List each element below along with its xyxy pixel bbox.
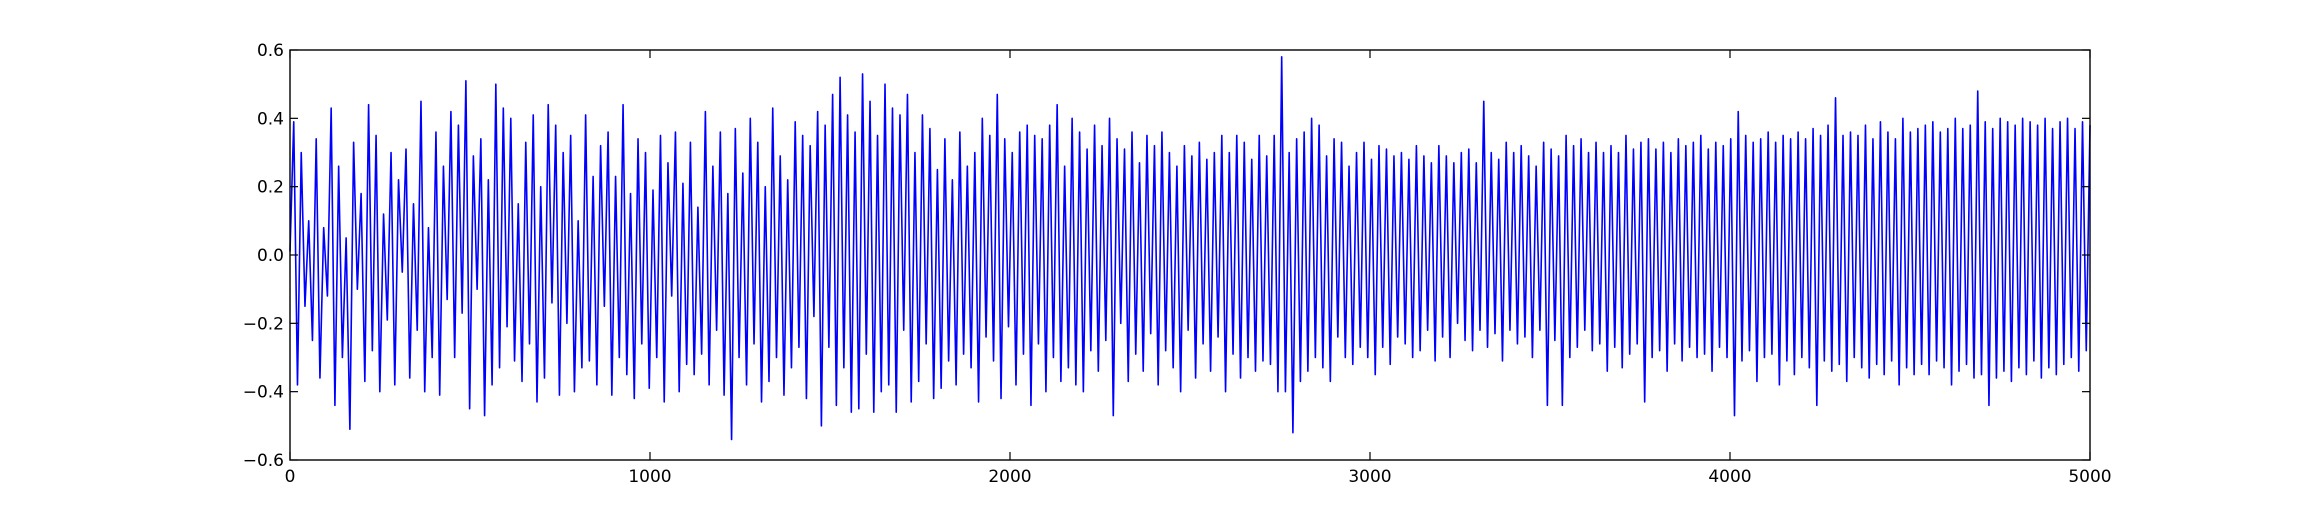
x-tick-label: 3000 xyxy=(1348,467,1391,487)
y-tick-label: 0.2 xyxy=(257,178,284,198)
x-tick-label: 2000 xyxy=(988,467,1031,487)
y-tick-label: 0.0 xyxy=(257,246,284,266)
x-tick-label: 1000 xyxy=(628,467,671,487)
signal-series-line xyxy=(289,56,2091,441)
y-tick-label: 0.4 xyxy=(257,109,284,129)
x-tick-label: 5000 xyxy=(2068,467,2111,487)
y-axis-ticks: −0.6 −0.4 −0.2 0.0 0.2 0.4 0.6 xyxy=(243,41,2090,471)
y-tick-label: −0.2 xyxy=(243,314,284,334)
y-tick-label: −0.6 xyxy=(243,451,284,471)
y-tick-label: −0.4 xyxy=(243,383,284,403)
x-tick-label: 0 xyxy=(285,467,296,487)
x-axis-ticks: 0 1000 2000 3000 4000 5000 xyxy=(285,50,2112,487)
y-tick-label: 0.6 xyxy=(257,41,284,61)
x-tick-label: 4000 xyxy=(1708,467,1751,487)
plot-area xyxy=(289,49,2091,461)
